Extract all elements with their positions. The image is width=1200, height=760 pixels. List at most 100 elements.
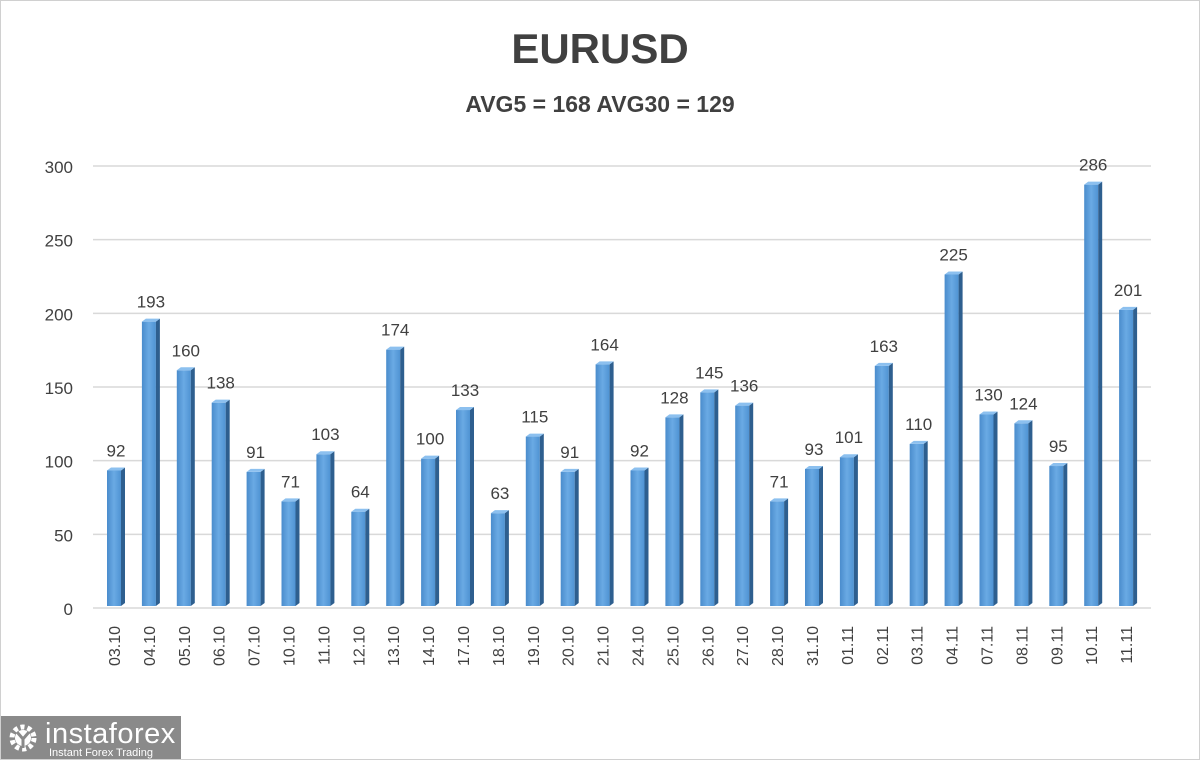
- y-tick-label: 150: [45, 379, 73, 398]
- data-label: 174: [381, 321, 409, 340]
- bar-top: [630, 467, 649, 471]
- bar-top: [805, 465, 823, 469]
- data-label: 95: [1049, 437, 1068, 456]
- x-tick-label: 12.10: [351, 626, 368, 666]
- bar-top: [316, 451, 335, 455]
- bar: [351, 511, 366, 606]
- bar: [421, 458, 436, 606]
- bar: [700, 392, 715, 606]
- bar-top: [421, 455, 440, 459]
- bar: [281, 501, 296, 606]
- y-tick-label: 50: [54, 526, 73, 545]
- bar-top: [909, 440, 928, 444]
- bar-side: [539, 433, 544, 606]
- data-label: 71: [770, 472, 789, 491]
- bar: [839, 457, 854, 606]
- y-tick-label: 0: [64, 600, 73, 619]
- bar: [735, 405, 750, 606]
- data-label: 225: [939, 246, 967, 265]
- bar: [490, 513, 505, 606]
- data-label: 64: [351, 483, 370, 502]
- data-label: 128: [660, 388, 688, 407]
- data-label: 100: [416, 430, 444, 449]
- data-label: 138: [207, 374, 235, 393]
- bar-side: [679, 414, 684, 606]
- data-label: 201: [1114, 281, 1142, 300]
- bar: [525, 436, 540, 606]
- bar: [456, 410, 470, 606]
- x-tick-label: 24.10: [631, 626, 648, 666]
- bar-top: [1049, 463, 1068, 467]
- x-tick-label: 11.11: [1119, 626, 1136, 664]
- bar-side: [155, 318, 160, 606]
- bar-side: [1098, 181, 1103, 607]
- data-label: 115: [521, 408, 548, 427]
- bar-top: [141, 318, 160, 322]
- data-label: 145: [695, 363, 723, 382]
- bar-side: [923, 440, 928, 606]
- bar-top: [246, 468, 265, 472]
- data-label: 91: [246, 443, 265, 462]
- bar: [176, 370, 191, 606]
- bar-side: [1133, 306, 1138, 606]
- x-tick-label: 25.10: [665, 626, 682, 666]
- gear-logo-icon: [9, 724, 37, 752]
- x-tick-label: 18.10: [491, 626, 508, 666]
- bar-top: [386, 346, 405, 350]
- x-tick-label: 14.10: [421, 626, 438, 666]
- bar-side: [784, 498, 789, 606]
- bar-side: [400, 346, 405, 606]
- bar-side: [714, 389, 719, 606]
- chart-title: EURUSD: [511, 25, 689, 72]
- bar-side: [749, 402, 754, 606]
- x-tick-label: 06.10: [212, 626, 229, 666]
- bar: [316, 454, 331, 606]
- bar: [630, 470, 645, 606]
- bar: [874, 365, 889, 606]
- data-label: 103: [311, 425, 339, 444]
- x-tick-label: 08.11: [1014, 626, 1031, 665]
- y-tick-label: 300: [45, 158, 73, 177]
- bar: [909, 443, 924, 606]
- bar-top: [525, 433, 544, 437]
- bar-top: [874, 362, 893, 366]
- bar-side: [365, 508, 370, 606]
- x-tick-label: 21.10: [596, 626, 613, 666]
- y-tick-label: 250: [45, 232, 73, 251]
- data-label: 164: [590, 335, 618, 354]
- data-label: 124: [1009, 394, 1037, 413]
- x-tick-label: 31.10: [805, 626, 822, 666]
- x-tick-label: 26.10: [700, 626, 717, 666]
- y-tick-label: 200: [45, 305, 73, 324]
- bar-top: [176, 367, 195, 371]
- bar: [770, 501, 785, 606]
- x-tick-label: 07.10: [247, 626, 264, 666]
- bar-top: [490, 510, 509, 514]
- y-tick-label: 100: [45, 453, 73, 472]
- bar-side: [644, 467, 649, 606]
- x-tick-label: 10.11: [1084, 626, 1101, 665]
- bar-top: [281, 498, 300, 502]
- x-tick-label: 05.10: [177, 626, 194, 666]
- data-label: 133: [451, 381, 479, 400]
- bar-top: [665, 414, 684, 418]
- data-label: 92: [107, 441, 126, 460]
- bar-side: [958, 271, 963, 606]
- bar: [560, 471, 575, 606]
- data-label: 160: [172, 341, 200, 360]
- bar-top: [735, 402, 754, 406]
- bar: [1084, 184, 1099, 607]
- data-label: 92: [630, 441, 649, 460]
- bar-top: [107, 467, 125, 471]
- bar: [211, 402, 226, 606]
- bar-side: [260, 468, 265, 606]
- bar-side: [819, 465, 823, 606]
- data-label: 91: [560, 443, 579, 462]
- x-tick-label: 04.10: [142, 626, 159, 666]
- bar: [386, 349, 401, 606]
- data-label: 93: [805, 440, 824, 459]
- data-label: 163: [870, 337, 898, 356]
- bar-top: [944, 271, 963, 275]
- bar: [979, 414, 994, 606]
- bar-side: [330, 451, 335, 606]
